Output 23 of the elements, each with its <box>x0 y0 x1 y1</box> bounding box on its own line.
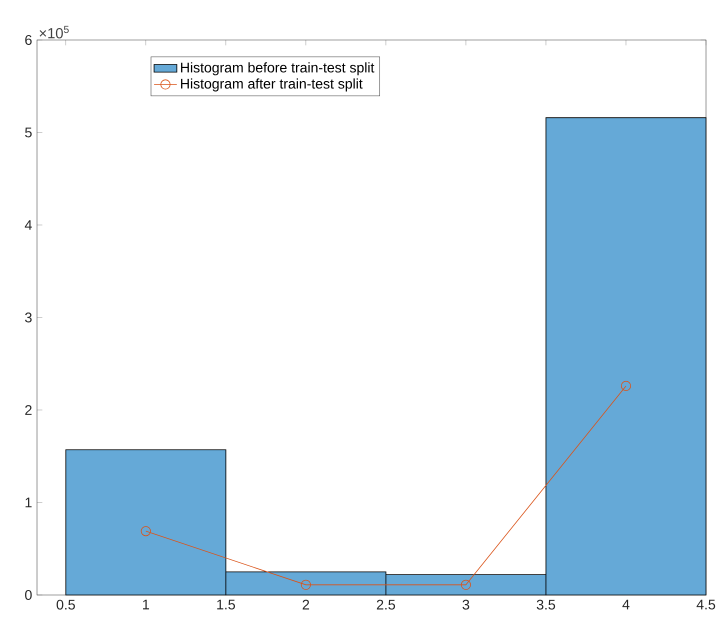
y-tick-label: 1 <box>26 498 32 508</box>
legend-label: Histogram before train-test split <box>181 62 374 76</box>
legend-label: Histogram after train-test split <box>181 78 363 92</box>
y-tick-label: 0 <box>25 590 32 600</box>
x-tick-label: 2.5 <box>376 600 396 610</box>
x-tick-label: 3 <box>462 600 470 610</box>
x-tick-label: 1.5 <box>217 600 235 610</box>
point <box>300 580 311 590</box>
y-tick-label: 2 <box>25 405 32 415</box>
x-tick-label: 4 <box>622 600 630 610</box>
y-tick-label: 3 <box>25 312 32 322</box>
y-tick-label: 6 <box>25 35 32 45</box>
text: ×10$^{5}$ <box>40 26 69 38</box>
point <box>140 526 151 536</box>
x-tick-label: 1 <box>143 600 150 610</box>
x-tick-label: 3.5 <box>536 600 556 610</box>
y-tick-label: 4 <box>24 220 32 230</box>
x-tick-label: 2 <box>302 600 310 610</box>
point <box>620 380 632 392</box>
y-tick-label: 5 <box>25 128 32 138</box>
x-tick-label: 0.5 <box>56 600 75 610</box>
point <box>460 580 471 590</box>
x-tick-label: 4.5 <box>696 600 716 610</box>
